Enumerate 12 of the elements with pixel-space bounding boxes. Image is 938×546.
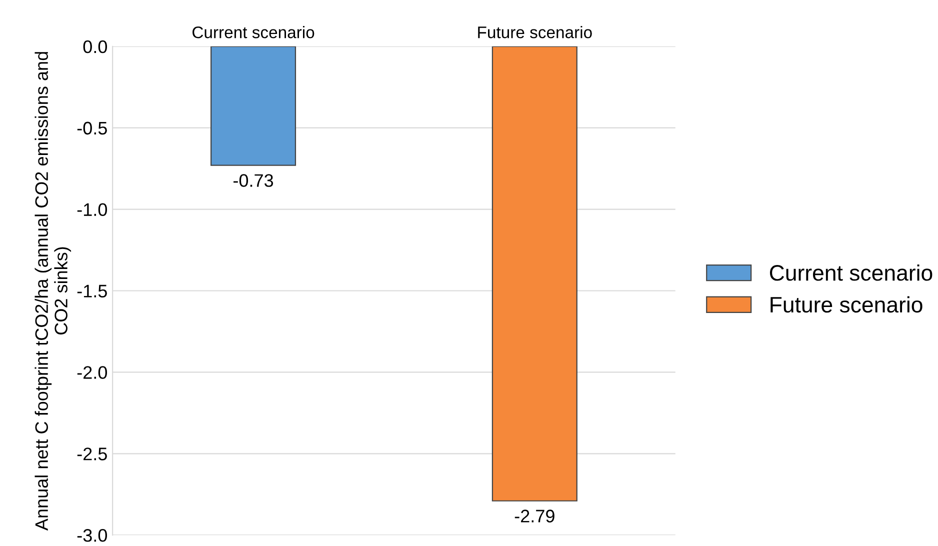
y-axis-title: Annual nett C footprint tCO2/ha (annual CO2 emissions and CO2 sinks) — [34, 52, 72, 531]
y-tick-label: -3.0 — [77, 529, 107, 542]
legend-label: Current scenario — [770, 264, 932, 281]
y-tick-label: -2.0 — [77, 366, 107, 379]
y-tick-label: -2.5 — [77, 448, 107, 460]
data-label: -0.73 — [233, 174, 274, 187]
y-tick-label: -0.5 — [77, 122, 107, 135]
data-label: -2.79 — [514, 510, 554, 522]
y-tick-label: -1.0 — [77, 203, 107, 216]
y-tick-label: 0.0 — [83, 40, 107, 54]
y-tick-label: -1.5 — [77, 284, 107, 298]
legend-label: Future scenario — [770, 296, 922, 313]
